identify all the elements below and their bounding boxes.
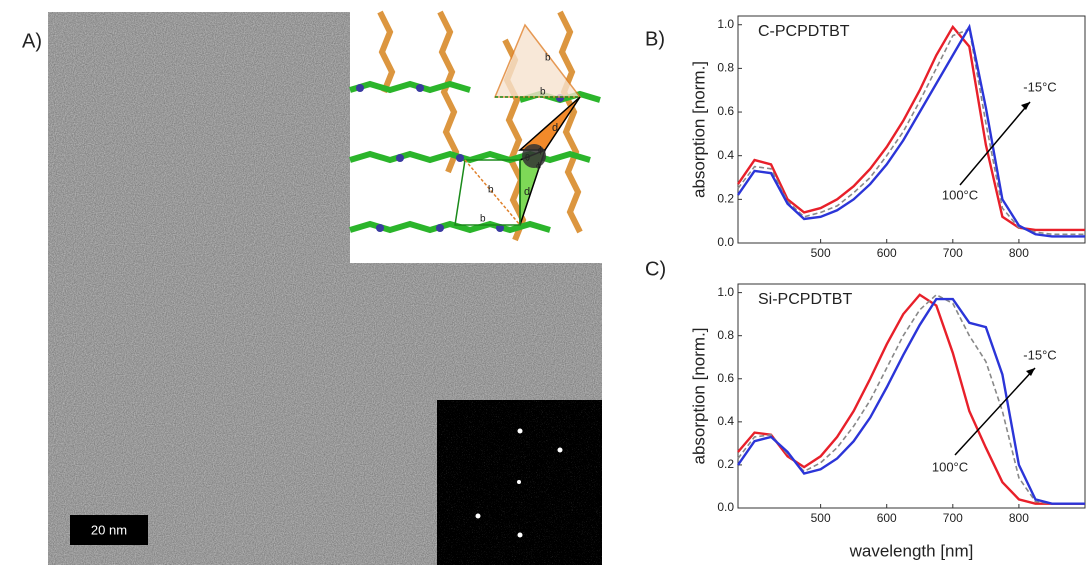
inset-label: θ bbox=[525, 152, 530, 162]
annotation-arrow bbox=[954, 367, 1036, 456]
y-tick-label: 1.0 bbox=[717, 17, 734, 31]
inset-label: ϕ bbox=[536, 160, 541, 170]
chart-title: Si-PCPDTBT bbox=[758, 291, 852, 308]
y-tick-label: 0.2 bbox=[717, 457, 734, 471]
y-tick-label: 0.6 bbox=[717, 104, 734, 118]
spectrum-line bbox=[737, 23, 1085, 238]
fft-inset bbox=[437, 400, 602, 565]
x-tick-label: 700 bbox=[943, 511, 963, 525]
x-tick-label: 600 bbox=[877, 246, 897, 260]
panel-label: B) bbox=[645, 28, 665, 50]
annotation: -15°C bbox=[1023, 347, 1056, 362]
annotation: 100°C bbox=[942, 187, 978, 202]
x-tick-label: 800 bbox=[1009, 511, 1029, 525]
x-tick-label: 500 bbox=[811, 511, 831, 525]
y-tick-label: 0.0 bbox=[717, 500, 734, 514]
annotation-arrow bbox=[959, 101, 1031, 186]
packing-inset: b b b b d d ϕ ϕ θ bbox=[349, 10, 602, 263]
chart-title: C-PCPDTBT bbox=[758, 23, 850, 40]
annotation: 100°C bbox=[932, 459, 968, 474]
inset-label: d bbox=[552, 122, 558, 134]
x-axis-label: wavelength [nm] bbox=[849, 541, 974, 560]
y-tick-label: 0.0 bbox=[717, 235, 734, 249]
y-tick-label: 0.6 bbox=[717, 371, 734, 385]
panel-label: C) bbox=[645, 258, 666, 280]
spectrum-line bbox=[737, 293, 1085, 505]
scale-bar-label: 20 nm bbox=[91, 522, 127, 537]
spectrum-line bbox=[737, 293, 1085, 505]
inset-label: d bbox=[524, 186, 530, 198]
plot-frame bbox=[737, 15, 1086, 244]
annotation-arrowhead bbox=[1021, 102, 1030, 110]
inset-label: b bbox=[540, 87, 546, 98]
inset-label: b bbox=[488, 185, 494, 196]
x-tick-label: 600 bbox=[877, 511, 897, 525]
panel-label: A) bbox=[22, 30, 42, 52]
y-tick-label: 0.8 bbox=[717, 61, 734, 75]
y-axis-label: absorption [norm.] bbox=[689, 61, 708, 198]
y-tick-label: 0.4 bbox=[717, 414, 734, 428]
inset-label: b bbox=[480, 214, 486, 225]
scale-bar bbox=[70, 515, 148, 545]
y-tick-label: 0.4 bbox=[717, 148, 734, 162]
plot-frame bbox=[737, 283, 1086, 509]
x-tick-label: 500 bbox=[811, 246, 831, 260]
y-tick-label: 1.0 bbox=[717, 285, 734, 299]
x-tick-label: 700 bbox=[943, 246, 963, 260]
inset-label: ϕ bbox=[538, 144, 543, 154]
y-tick-label: 0.8 bbox=[717, 328, 734, 342]
x-tick-label: 800 bbox=[1009, 246, 1029, 260]
inset-label: b bbox=[545, 53, 551, 64]
y-tick-label: 0.2 bbox=[717, 192, 734, 206]
spectrum-line bbox=[737, 27, 1085, 236]
y-axis-label: absorption [norm.] bbox=[689, 327, 708, 464]
spectrum-line bbox=[737, 297, 1085, 505]
annotation-arrowhead bbox=[1026, 368, 1035, 376]
annotation: -15°C bbox=[1023, 79, 1056, 94]
